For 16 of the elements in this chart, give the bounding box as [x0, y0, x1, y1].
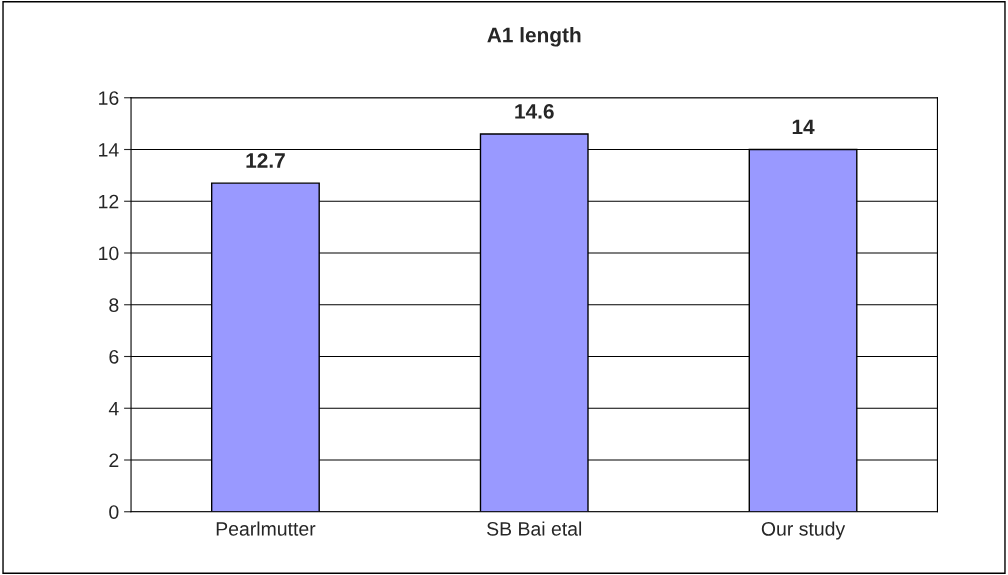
y-tick-label: 16	[99, 91, 119, 105]
data-label: 14	[792, 119, 815, 135]
chart-title: A1 length	[487, 27, 581, 47]
y-tick-label: 14	[99, 143, 119, 157]
y-tick-label: 12	[99, 194, 119, 209]
data-label: 12.7	[246, 153, 285, 168]
y-tick-label: 8	[109, 298, 119, 312]
y-tick-label: 6	[109, 349, 119, 364]
y-tick-label: 2	[109, 453, 119, 468]
data-label: 14.6	[515, 103, 554, 119]
y-tick-label: 4	[108, 401, 119, 416]
x-tick-label: SB Bai etal	[487, 521, 582, 536]
x-tick-label: Our study	[761, 521, 846, 540]
x-tick-label: Pearlmutter	[216, 521, 316, 536]
y-tick-label: 0	[109, 505, 119, 519]
y-tick-label: 10	[99, 246, 119, 261]
